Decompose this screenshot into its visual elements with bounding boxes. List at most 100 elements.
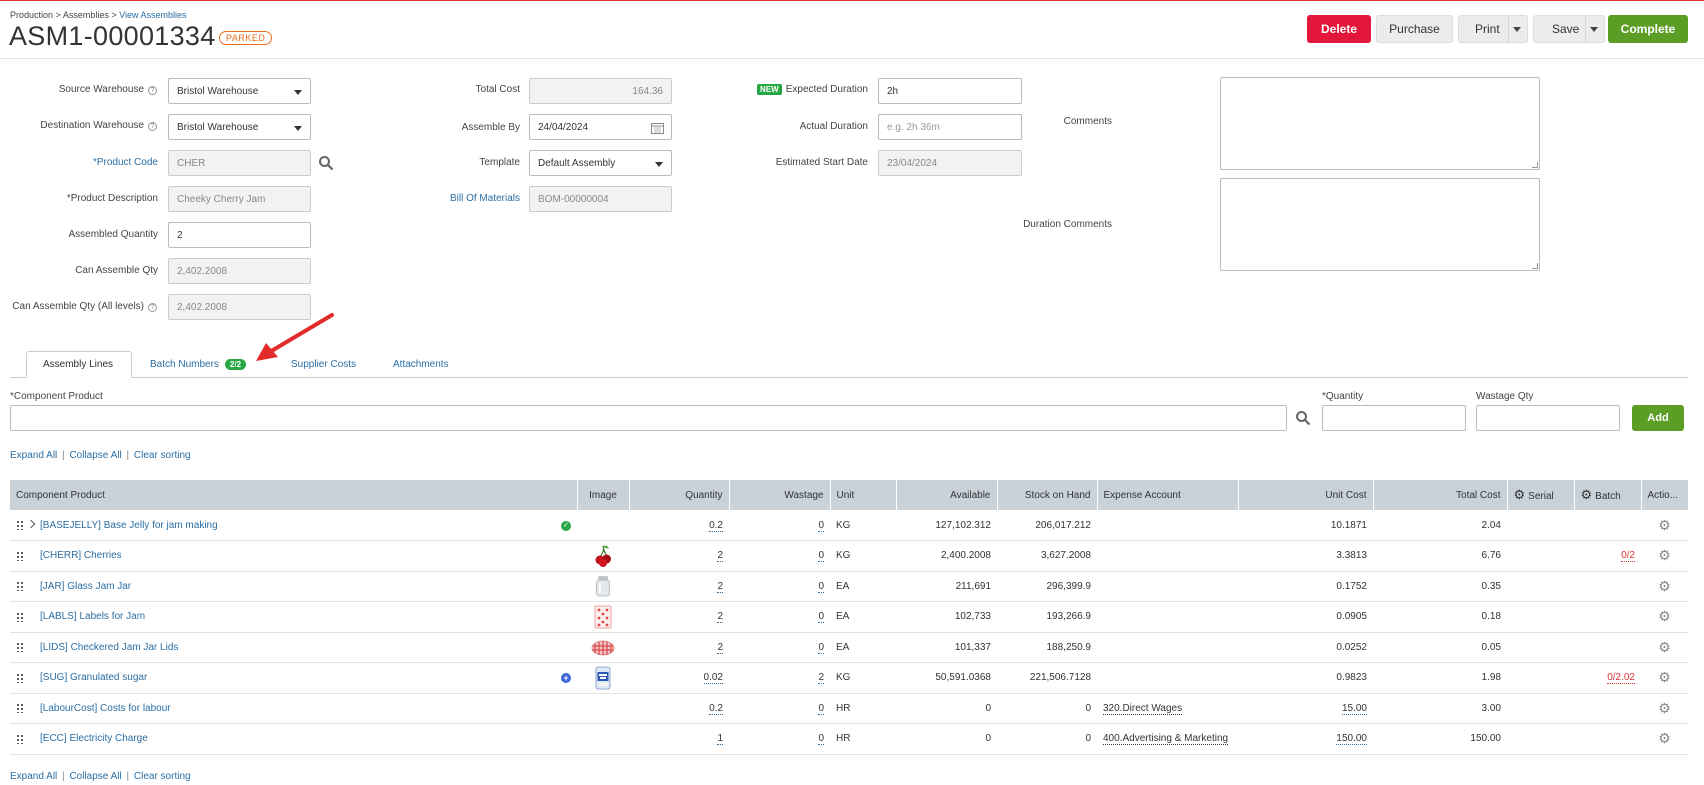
chevron-down-icon[interactable] [1513,27,1521,32]
product-link[interactable]: [JAR] Glass Jam Jar [40,580,132,592]
batch-value[interactable]: 0/2.02 [1607,672,1635,685]
resize-handle-icon[interactable] [1532,162,1538,168]
gear-icon[interactable]: ⚙ [1658,547,1671,564]
col-available[interactable]: Available [896,480,998,510]
bill-of-materials-link[interactable]: Bill Of Materials [449,193,520,204]
col-image[interactable]: Image [577,480,630,510]
drag-handle-icon[interactable] [16,642,24,653]
product-code-field[interactable]: CHER [168,150,311,176]
gear-icon[interactable]: ⚙ [1658,577,1671,594]
source-warehouse-select[interactable]: Bristol Warehouse [168,78,311,104]
delete-button[interactable]: Delete [1307,15,1371,43]
help-icon[interactable]: ? [148,303,157,312]
search-icon[interactable] [1295,410,1311,426]
table-row[interactable]: [BASEJELLY] Base Jelly for jam making ✓ 0… [10,510,1688,541]
quantity-value[interactable]: 2 [717,641,723,654]
breadcrumb-production[interactable]: Production [10,10,54,20]
tab-supplier-costs[interactable]: Supplier Costs [291,359,357,370]
tab-batch-numbers[interactable]: Batch Numbers 2/2 [134,351,262,378]
quantity-value[interactable]: 1 [717,733,723,746]
wastage-value[interactable]: 0 [818,550,824,563]
col-component-product[interactable]: Component Product [10,480,578,510]
col-batch[interactable]: ⚙ Batch [1574,480,1642,510]
wastage-value[interactable]: 0 [818,641,824,654]
drag-handle-icon[interactable] [16,611,24,622]
print-button[interactable]: Print [1458,15,1528,43]
resize-handle-icon[interactable] [1532,263,1538,269]
quantity-input[interactable] [1322,405,1466,431]
table-row[interactable]: [ECC] Electricity Charge 1 0 HR 0 0 400.… [10,723,1688,755]
col-expense-account[interactable]: Expense Account [1097,480,1239,510]
drag-handle-icon[interactable] [16,703,24,714]
col-serial[interactable]: ⚙ Serial [1507,480,1575,510]
quantity-value[interactable]: 2 [717,550,723,563]
wastage-value[interactable]: 0 [818,611,824,624]
assemble-by-field[interactable]: 24/04/2024 [529,114,672,140]
col-actions[interactable]: Actio... [1641,480,1689,510]
col-quantity[interactable]: Quantity [629,480,730,510]
expand-all-link[interactable]: Expand All [10,450,58,461]
col-stock-on-hand[interactable]: Stock on Hand [997,480,1098,510]
quantity-value[interactable]: 0.02 [703,672,723,685]
drag-handle-icon[interactable] [16,672,24,683]
table-row[interactable]: [JAR] Glass Jam Jar 2 0 EA 211,691 296,3… [10,571,1688,602]
expected-duration-field[interactable]: 2h [878,78,1022,104]
collapse-all-link[interactable]: Collapse All [69,450,122,461]
jar-lids-thumbnail[interactable] [591,635,615,659]
search-icon[interactable] [318,155,334,171]
duration-comments-textarea[interactable] [1220,178,1540,271]
gear-icon[interactable]: ⚙ [1658,699,1671,716]
complete-button[interactable]: Complete [1608,15,1688,43]
breadcrumb-view-assemblies[interactable]: View Assemblies [119,10,187,20]
wastage-value[interactable]: 0 [818,580,824,593]
gear-icon[interactable]: ⚙ [1658,669,1671,686]
product-link[interactable]: [SUG] Granulated sugar [40,672,148,684]
cherries-thumbnail[interactable] [594,544,612,568]
wastage-value[interactable]: 0 [818,702,824,715]
calendar-icon[interactable] [651,122,664,134]
col-total-cost[interactable]: Total Cost [1373,480,1508,510]
template-select[interactable]: Default Assembly [529,150,672,176]
quantity-value[interactable]: 0.2 [709,702,723,715]
help-icon[interactable]: ? [148,122,157,131]
wastage-value[interactable]: 0 [818,733,824,746]
chevron-right-icon[interactable] [26,519,36,528]
purchase-button[interactable]: Purchase [1376,15,1453,43]
clear-sorting-link[interactable]: Clear sorting [133,771,191,782]
help-icon[interactable]: ? [148,86,157,95]
table-row[interactable]: [LABLS] Labels for Jam 2 0 EA 102,733 19… [10,601,1688,633]
expand-all-link[interactable]: Expand All [10,771,58,782]
gear-icon[interactable]: ⚙ [1580,487,1593,502]
gear-icon[interactable]: ⚙ [1658,730,1671,747]
gear-icon[interactable]: ⚙ [1658,608,1671,625]
wastage-value[interactable]: 0 [818,519,824,532]
destination-warehouse-select[interactable]: Bristol Warehouse [168,114,311,140]
breadcrumb-assemblies[interactable]: Assemblies [62,10,109,20]
expense-account-value[interactable]: 320.Direct Wages [1103,702,1183,715]
clear-sorting-link[interactable]: Clear sorting [133,450,191,461]
table-row[interactable]: [CHERR] Cherries 2 0 KG 2,400.2008 3,627… [10,540,1688,572]
chevron-down-icon[interactable] [1590,27,1598,32]
batch-value[interactable]: 0/2 [1621,550,1635,563]
labels-thumbnail[interactable] [594,605,612,629]
unit-cost-value[interactable]: 150.00 [1336,733,1367,746]
add-button[interactable]: Add [1632,405,1684,431]
col-unit-cost[interactable]: Unit Cost [1238,480,1374,510]
product-link[interactable]: [LIDS] Checkered Jam Jar Lids [40,641,179,653]
component-product-input[interactable] [10,405,1287,431]
actual-duration-field[interactable]: e.g. 2h 36m [878,114,1022,140]
tab-assembly-lines[interactable]: Assembly Lines [26,351,132,378]
quantity-value[interactable]: 2 [717,580,723,593]
product-code-label[interactable]: *Product Code [92,157,158,168]
product-link[interactable]: [CHERR] Cherries [40,550,122,562]
col-unit[interactable]: Unit [830,480,897,510]
tab-attachments[interactable]: Attachments [393,359,449,370]
glass-jar-thumbnail[interactable] [594,574,612,598]
assembled-quantity-field[interactable]: 2 [168,222,311,248]
product-link[interactable]: [LABLS] Labels for Jam [40,611,146,623]
quantity-value[interactable]: 2 [717,611,723,624]
expense-account-value[interactable]: 400.Advertising & Marketing [1103,733,1229,746]
sugar-thumbnail[interactable] [594,666,612,690]
collapse-all-link[interactable]: Collapse All [69,771,122,782]
table-row[interactable]: [SUG] Granulated sugar + 0.02 2 KG 50,591… [10,662,1688,694]
